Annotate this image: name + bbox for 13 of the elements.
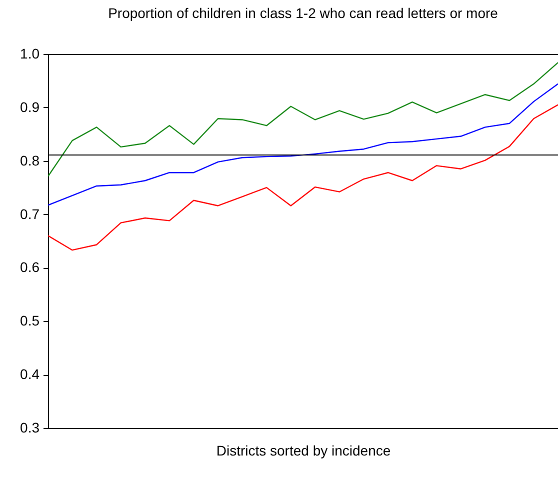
y-tick-label: 1.0 [20,46,40,62]
x-axis-title: Districts sorted by incidence [216,442,391,458]
y-tick-label: 0.8 [20,152,40,168]
y-tick-label: 0.4 [20,366,40,382]
line-series [48,62,558,177]
line-series [48,104,558,251]
y-tick-label: 0.9 [20,98,40,115]
y-tick-label: 0.5 [20,312,40,329]
y-tick-label: 0.7 [20,206,40,222]
y-tick-label: 0.3 [20,420,40,436]
y-tick-label: 0.6 [20,259,40,276]
chart-title: Proportion of children in class 1-2 who can read letters or more [108,5,498,21]
line-series [48,83,558,206]
